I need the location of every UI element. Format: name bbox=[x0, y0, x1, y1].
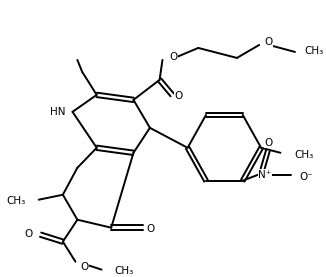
Text: O: O bbox=[80, 262, 89, 272]
Text: CH₃: CH₃ bbox=[7, 196, 26, 206]
Text: O⁻: O⁻ bbox=[300, 172, 314, 182]
Text: O: O bbox=[169, 52, 177, 62]
Text: CH₃: CH₃ bbox=[304, 46, 324, 56]
Text: CH₃: CH₃ bbox=[114, 266, 133, 276]
Text: O: O bbox=[175, 91, 183, 101]
Text: O: O bbox=[25, 229, 33, 239]
Text: O: O bbox=[147, 224, 155, 234]
Text: O: O bbox=[265, 138, 273, 148]
Text: N⁺: N⁺ bbox=[259, 170, 272, 180]
Text: CH₃: CH₃ bbox=[294, 150, 313, 160]
Text: O: O bbox=[264, 37, 272, 47]
Text: HN: HN bbox=[50, 107, 66, 117]
